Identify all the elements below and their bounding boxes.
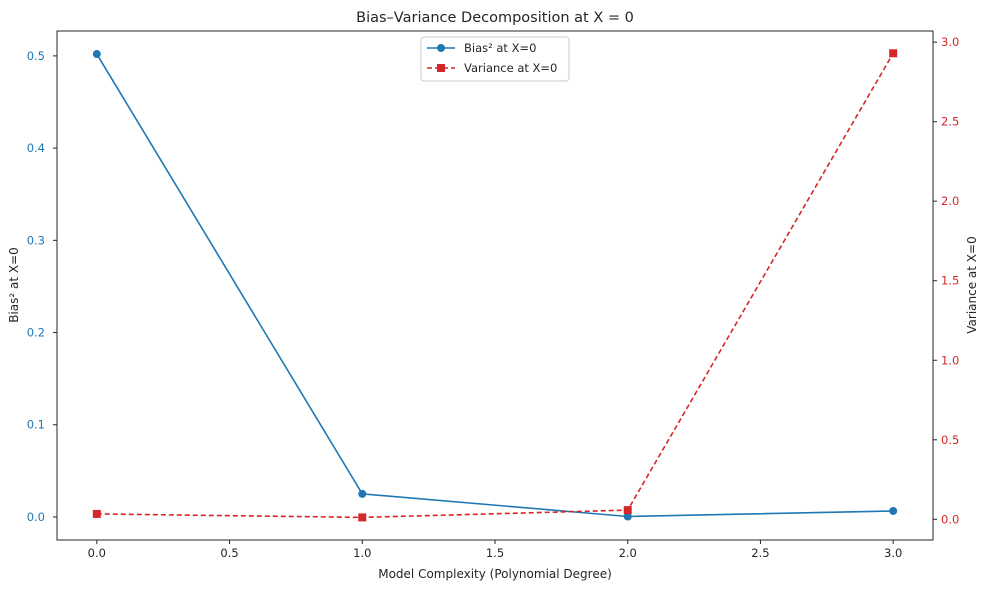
legend: Bias² at X=0 Variance at X=0: [420, 36, 570, 82]
plot-frame: [56, 30, 934, 541]
right-y-tick-label: 2.5: [941, 115, 959, 129]
legend-bias-label: Bias² at X=0: [464, 41, 536, 55]
right-y-tick-label: 1.0: [941, 353, 959, 367]
right-y-tick-label: 0.5: [941, 433, 959, 447]
left-y-tick-label: 0.0: [27, 510, 45, 524]
left-y-tick-label: 0.4: [27, 141, 45, 155]
right-y-tick-label: 3.0: [941, 35, 959, 49]
left-axis-label: Bias² at X=0: [7, 247, 21, 323]
x-tick-label: 0.5: [220, 546, 238, 560]
right-y-tick-label: 2.0: [941, 194, 959, 208]
x-tick-label: 3.0: [884, 546, 902, 560]
left-y-tick-label: 0.3: [27, 233, 45, 247]
legend-entry-bias: Bias² at X=0: [427, 41, 536, 55]
plot-layer: 0.0 0.5 1.0 1.5 2.0 2.5 3.0 0.0 0.1 0.2 0.3 0.4 0.5 0…: [27, 35, 960, 560]
legend-variance-label: Variance at X=0: [464, 61, 557, 75]
x-tick-label: 0.0: [88, 546, 106, 560]
legend-box: [420, 36, 570, 82]
variance-series-line: [96, 52, 894, 519]
left-y-tick-label: 0.5: [27, 49, 45, 63]
right-y-tick-label: 1.5: [941, 274, 959, 288]
variance-data-point: [889, 49, 898, 58]
bias-data-point: [92, 50, 101, 59]
x-tick-label: 1.5: [486, 546, 504, 560]
legend-entry-variance: Variance at X=0: [427, 61, 557, 75]
x-tick-label: 2.5: [751, 546, 769, 560]
variance-data-point: [92, 509, 101, 518]
legend-bias-marker: [437, 44, 445, 52]
x-tick-label: 1.0: [353, 546, 371, 560]
left-y-tick-label: 0.1: [27, 418, 45, 432]
variance-data-point: [358, 513, 367, 522]
legend-variance-marker: [437, 64, 445, 72]
bias-data-point: [889, 506, 898, 515]
right-y-tick-label: 0.0: [941, 512, 959, 526]
chart-title: Bias–Variance Decomposition at X = 0: [356, 10, 634, 26]
bias-data-point: [358, 489, 367, 498]
bias-series-line: [96, 53, 894, 518]
x-axis-label: Model Complexity (Polynomial Degree): [378, 567, 612, 581]
right-axis-label: Variance at X=0: [965, 236, 979, 333]
bias-data-point: [623, 512, 632, 521]
variance-data-point: [623, 506, 632, 515]
left-y-tick-label: 0.2: [27, 326, 45, 340]
x-tick-label: 2.0: [619, 546, 637, 560]
